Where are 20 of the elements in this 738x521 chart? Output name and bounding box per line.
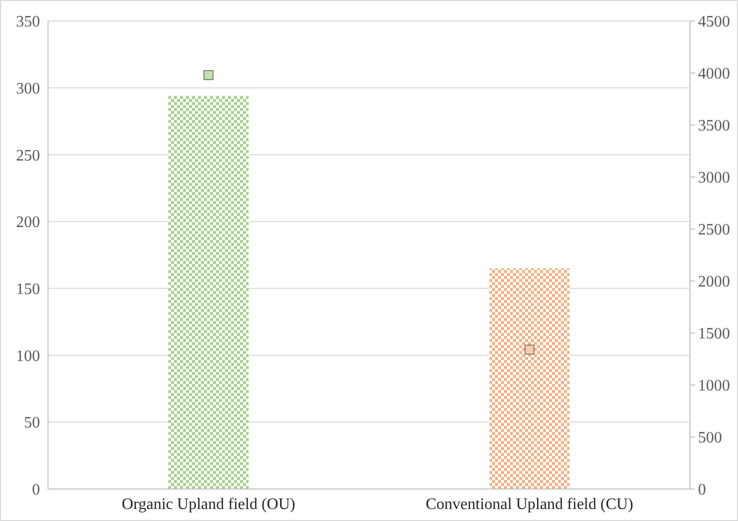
y2-tick-label: 4000 (698, 66, 730, 83)
y2-tick-label: 0 (698, 482, 706, 499)
y2-tick-label: 2500 (698, 222, 730, 239)
x-tick-label: Conventional Upland field (CU) (426, 496, 634, 513)
y2-tick-label: 2000 (698, 274, 730, 291)
y-tick-label: 50 (24, 414, 40, 432)
y2-tick-label: 1000 (698, 378, 730, 395)
x-tick-label: Organic Upland field (OU) (122, 496, 296, 513)
y-tick-label: 350 (16, 14, 40, 31)
y-tick-label: 250 (16, 147, 40, 164)
y2-tick-label: 4500 (698, 14, 730, 31)
y2-tick-label: 3500 (698, 118, 730, 135)
y-tick-label: 150 (16, 281, 40, 298)
y2-tick-label: 1500 (698, 326, 730, 343)
y-tick-label: 0 (32, 482, 40, 499)
y-tick-label: 200 (16, 214, 40, 232)
y-tick-label: 100 (16, 348, 40, 365)
y2-tick-label: 3000 (698, 170, 730, 187)
y2-tick-label: 500 (698, 430, 722, 447)
y-tick-label: 300 (16, 80, 40, 98)
